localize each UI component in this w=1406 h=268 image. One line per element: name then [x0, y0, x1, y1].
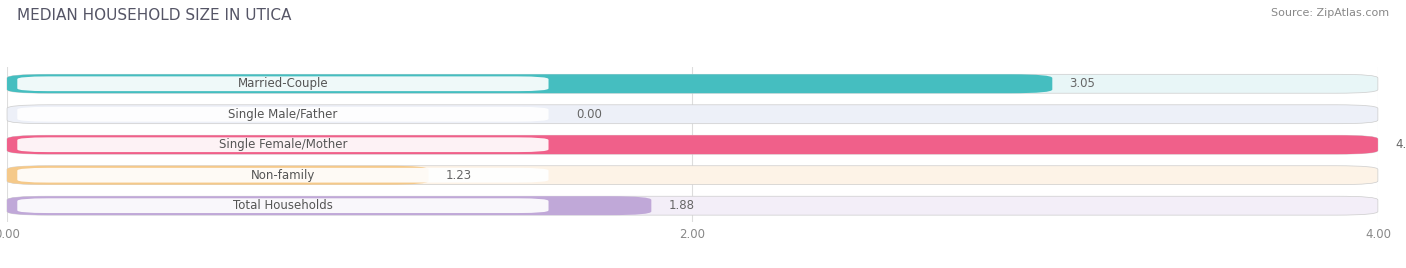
- Text: MEDIAN HOUSEHOLD SIZE IN UTICA: MEDIAN HOUSEHOLD SIZE IN UTICA: [17, 8, 291, 23]
- FancyBboxPatch shape: [17, 168, 548, 183]
- FancyBboxPatch shape: [17, 198, 548, 213]
- FancyBboxPatch shape: [7, 196, 1378, 215]
- FancyBboxPatch shape: [7, 74, 1378, 93]
- Text: 0.00: 0.00: [576, 108, 602, 121]
- FancyBboxPatch shape: [7, 135, 1378, 154]
- FancyBboxPatch shape: [7, 74, 1052, 93]
- FancyBboxPatch shape: [7, 196, 651, 215]
- FancyBboxPatch shape: [7, 166, 1378, 185]
- FancyBboxPatch shape: [17, 107, 548, 122]
- Text: Source: ZipAtlas.com: Source: ZipAtlas.com: [1271, 8, 1389, 18]
- Text: Married-Couple: Married-Couple: [238, 77, 328, 90]
- Text: Non-family: Non-family: [250, 169, 315, 182]
- FancyBboxPatch shape: [17, 137, 548, 152]
- Text: Single Male/Father: Single Male/Father: [228, 108, 337, 121]
- Text: 4.00: 4.00: [1395, 138, 1406, 151]
- Text: 1.23: 1.23: [446, 169, 472, 182]
- FancyBboxPatch shape: [7, 135, 1378, 154]
- FancyBboxPatch shape: [7, 105, 1378, 124]
- Text: 3.05: 3.05: [1070, 77, 1095, 90]
- FancyBboxPatch shape: [17, 76, 548, 91]
- Text: Single Female/Mother: Single Female/Mother: [219, 138, 347, 151]
- Text: 1.88: 1.88: [668, 199, 695, 212]
- FancyBboxPatch shape: [7, 166, 429, 185]
- Text: Total Households: Total Households: [233, 199, 333, 212]
